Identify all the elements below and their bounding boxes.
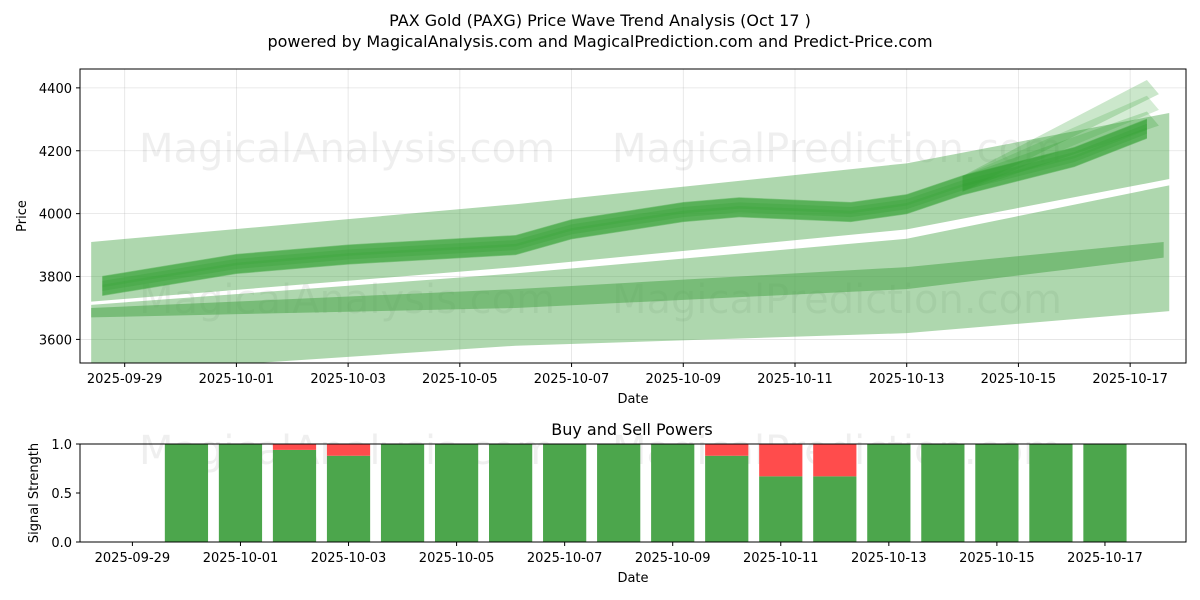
buy-power-bar bbox=[1083, 444, 1127, 542]
top-y-tick-label: 4000 bbox=[39, 208, 72, 223]
buy-power-bar bbox=[380, 444, 425, 542]
bottom-y-tick-label: 0.5 bbox=[51, 487, 72, 502]
top-y-ticks: 3600 3800 4000 4200 4400 bbox=[39, 82, 80, 348]
bottom-x-tick-label: 2025-10-07 bbox=[527, 551, 603, 566]
buy-power-bar bbox=[759, 476, 803, 542]
top-x-tick-label: 2025-09-29 bbox=[87, 372, 163, 387]
buy-power-bar bbox=[975, 444, 1019, 542]
buy-power-bar bbox=[705, 455, 749, 542]
bottom-bars bbox=[164, 444, 1127, 542]
top-x-tick-label: 2025-10-03 bbox=[310, 372, 386, 387]
buy-power-bar bbox=[434, 444, 479, 542]
buy-power-bar bbox=[218, 444, 263, 542]
bottom-x-tick-label: 2025-10-03 bbox=[311, 551, 387, 566]
bottom-x-tick-label: 2025-10-11 bbox=[743, 551, 819, 566]
buy-power-bar bbox=[272, 449, 317, 542]
price-wave-band bbox=[102, 118, 1147, 291]
top-y-tick-label: 3600 bbox=[39, 333, 72, 348]
bottom-chart-title: Buy and Sell Powers bbox=[551, 420, 713, 439]
price-wave-band bbox=[102, 119, 1147, 296]
price-wave-band bbox=[102, 118, 1147, 288]
price-wave-tip bbox=[962, 80, 1159, 192]
buy-power-bar bbox=[489, 444, 533, 542]
bottom-x-ticks: 2025-09-29 2025-10-01 2025-10-03 2025-10-05… bbox=[95, 542, 1143, 566]
bottom-x-tick-label: 2025-10-09 bbox=[635, 551, 711, 566]
top-x-ticks: 2025-09-29 2025-10-01 2025-10-03 2025-10-05… bbox=[87, 363, 1168, 387]
buy-power-bar bbox=[921, 444, 965, 542]
buy-power-bar bbox=[813, 476, 857, 542]
top-watermarks: MagicalAnalysis.com MagicalPrediction.co… bbox=[139, 126, 1062, 323]
buy-power-bar bbox=[326, 455, 371, 542]
sell-power-bar bbox=[326, 444, 371, 456]
price-wave-band bbox=[102, 127, 1147, 297]
forecast-band bbox=[91, 241, 1164, 318]
bottom-x-tick-label: 2025-10-13 bbox=[851, 551, 927, 566]
top-x-tick-label: 2025-10-17 bbox=[1092, 372, 1168, 387]
top-x-tick-label: 2025-10-11 bbox=[757, 372, 833, 387]
top-y-axis-label: Price bbox=[15, 200, 30, 232]
price-wave-band bbox=[102, 123, 1147, 297]
watermark-prediction-top: MagicalPrediction.com bbox=[612, 126, 1062, 172]
buy-power-bar bbox=[1029, 444, 1073, 542]
bottom-x-tick-label: 2025-10-17 bbox=[1067, 551, 1143, 566]
bottom-x-tick-label: 2025-09-29 bbox=[95, 551, 171, 566]
bottom-y-axis-label: Signal Strength bbox=[27, 443, 42, 543]
top-axes-frame bbox=[79, 68, 1187, 364]
buy-power-bar bbox=[543, 444, 587, 542]
top-y-tick-label: 3800 bbox=[39, 271, 72, 286]
sell-power-bar bbox=[272, 444, 317, 450]
buy-power-bar bbox=[164, 444, 209, 542]
bottom-x-tick-label: 2025-10-05 bbox=[419, 551, 495, 566]
top-x-tick-label: 2025-10-13 bbox=[869, 372, 945, 387]
sell-power-bar bbox=[759, 444, 803, 477]
sell-power-bar bbox=[705, 444, 749, 456]
top-x-axis-label: Date bbox=[617, 392, 648, 407]
top-y-tick-label: 4200 bbox=[39, 145, 72, 160]
sell-power-bar bbox=[813, 444, 857, 477]
forecast-band bbox=[91, 113, 1170, 302]
top-x-tick-label: 2025-10-05 bbox=[422, 372, 498, 387]
top-x-tick-label: 2025-10-01 bbox=[199, 372, 275, 387]
forecast-band bbox=[91, 185, 1170, 363]
chart-subtitle: powered by MagicalAnalysis.com and Magic… bbox=[267, 32, 932, 51]
top-grid bbox=[80, 69, 1186, 363]
chart-title: PAX Gold (PAXG) Price Wave Trend Analysi… bbox=[389, 11, 811, 30]
price-wave-tip bbox=[962, 111, 1159, 192]
bottom-x-tick-label: 2025-10-01 bbox=[203, 551, 279, 566]
top-x-tick-label: 2025-10-15 bbox=[981, 372, 1057, 387]
watermark-analysis-top: MagicalAnalysis.com bbox=[139, 126, 555, 172]
buy-power-bar bbox=[597, 444, 641, 542]
bottom-x-tick-label: 2025-10-15 bbox=[959, 551, 1035, 566]
buy-power-bar bbox=[867, 444, 911, 542]
top-plot-area bbox=[91, 80, 1170, 363]
top-x-tick-label: 2025-10-07 bbox=[534, 372, 610, 387]
buy-power-bar bbox=[651, 444, 695, 542]
bottom-y-tick-label: 0.0 bbox=[51, 536, 72, 551]
top-y-tick-label: 4400 bbox=[39, 82, 72, 97]
bottom-y-tick-label: 1.0 bbox=[51, 438, 72, 453]
price-wave-tip bbox=[962, 95, 1159, 192]
top-x-tick-label: 2025-10-09 bbox=[645, 372, 721, 387]
bottom-x-axis-label: Date bbox=[617, 571, 648, 586]
bottom-y-ticks: 0.0 0.5 1.0 bbox=[51, 438, 80, 551]
